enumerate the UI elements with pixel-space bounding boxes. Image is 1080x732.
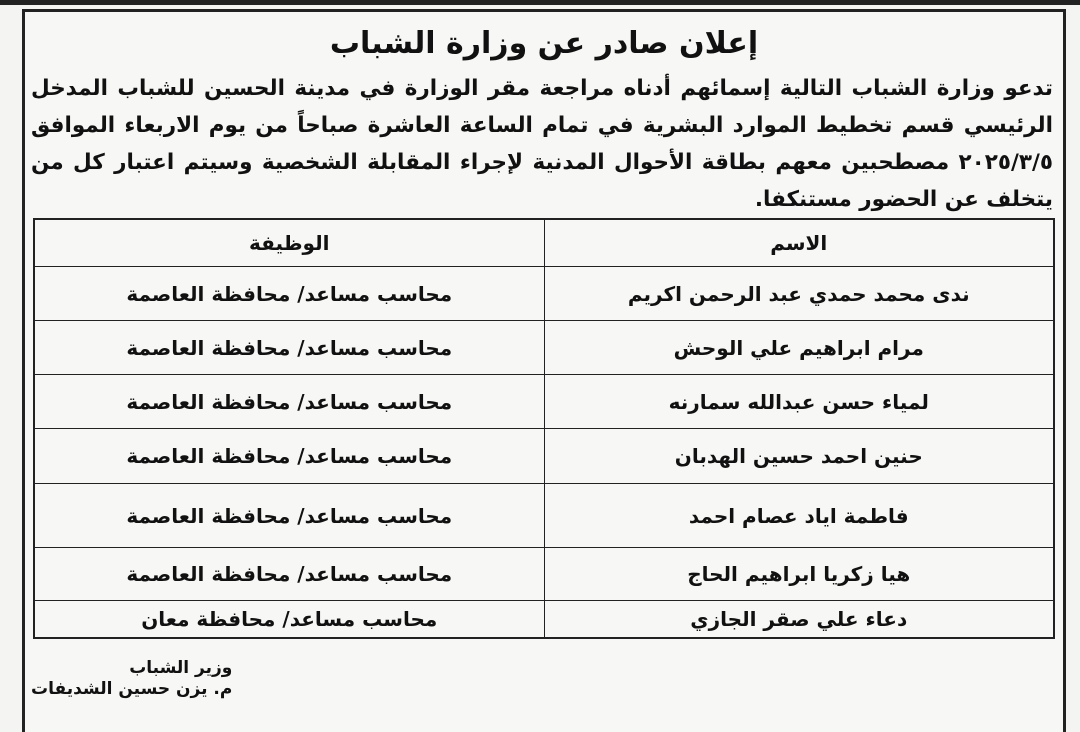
table-row: لمياء حسن عبدالله سمارنه محاسب مساعد/ محا… — [33, 374, 1055, 429]
header-job: الوظيفة — [33, 218, 545, 267]
cell-job: محاسب مساعد/ محافظة العاصمة — [33, 483, 545, 548]
cell-name: حنين احمد حسين الهدبان — [543, 428, 1055, 484]
announcement-title: إعلان صادر عن وزارة الشباب — [329, 26, 759, 61]
cell-name: فاطمة اياد عصام احمد — [543, 483, 1055, 548]
cell-job: محاسب مساعد/ محافظة العاصمة — [33, 266, 545, 321]
cell-job: محاسب مساعد/ محافظة معان — [33, 600, 545, 638]
table-row: هيا زكريا ابراهيم الحاج محاسب مساعد/ محاف… — [33, 547, 1055, 601]
candidates-table: الاسم الوظيفة ندى محمد حمدي عبد الرحمن ا… — [33, 218, 1055, 639]
table-header-row: الاسم الوظيفة — [33, 218, 1055, 267]
cell-job: محاسب مساعد/ محافظة العاصمة — [33, 547, 545, 601]
top-edge — [0, 0, 1080, 5]
cell-job: محاسب مساعد/ محافظة العاصمة — [33, 374, 545, 429]
cell-name: مرام ابراهيم علي الوحش — [543, 320, 1055, 375]
signature: وزير الشباب م. يزن حسين الشديفات — [31, 658, 232, 700]
cell-job: محاسب مساعد/ محافظة العاصمة — [33, 428, 545, 484]
cell-name: لمياء حسن عبدالله سمارنه — [543, 374, 1055, 429]
cell-name: هيا زكريا ابراهيم الحاج — [543, 547, 1055, 601]
cell-name: ندى محمد حمدي عبد الرحمن اكريم — [543, 266, 1055, 321]
announcement: إعلان صادر عن وزارة الشباب تدعو وزارة ال… — [22, 9, 1066, 732]
table-row: دعاء علي صقر الجازي محاسب مساعد/ محافظة م… — [33, 600, 1055, 638]
cell-name: دعاء علي صقر الجازي — [543, 600, 1055, 638]
signature-name: م. يزن حسين الشديفات — [31, 679, 233, 699]
table-row: مرام ابراهيم علي الوحش محاسب مساعد/ محافظ… — [33, 320, 1055, 375]
table-row: فاطمة اياد عصام احمد محاسب مساعد/ محافظة … — [33, 483, 1055, 548]
table-row: ندى محمد حمدي عبد الرحمن اكريم محاسب مساع… — [33, 266, 1055, 321]
cell-job: محاسب مساعد/ محافظة العاصمة — [33, 320, 545, 375]
signature-position: وزير الشباب — [129, 658, 233, 678]
table-row: حنين احمد حسين الهدبان محاسب مساعد/ محافظ… — [33, 428, 1055, 484]
header-name: الاسم — [543, 218, 1055, 267]
announcement-body: تدعو وزارة الشباب التالية إسمائهم أدناه … — [31, 76, 1053, 212]
